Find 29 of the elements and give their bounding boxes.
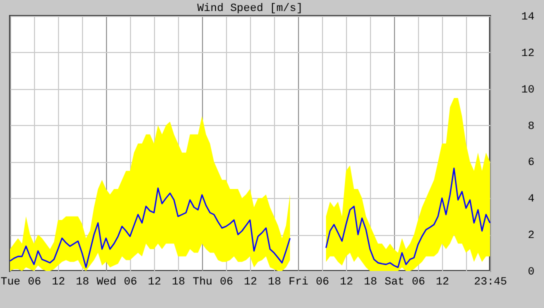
x-tick-label: 12 xyxy=(340,276,354,288)
y-tick-label: 6 xyxy=(528,157,534,170)
x-tick-label: 06 xyxy=(28,276,42,288)
x-tick-label: Sat xyxy=(384,276,404,288)
x-tick-label: Wed xyxy=(96,276,116,288)
x-tick-label: 18 xyxy=(76,276,90,288)
y-tick-label: 8 xyxy=(528,120,534,133)
x-tick-label: 23:45 xyxy=(474,276,508,288)
x-tick-label: 12 xyxy=(52,276,66,288)
x-tick-label: 18 xyxy=(172,276,186,288)
y-tick-label: 0 xyxy=(528,266,534,278)
x-tick-label: 12 xyxy=(148,276,162,288)
x-tick-label: 06 xyxy=(124,276,138,288)
y-tick-label: 10 xyxy=(521,84,534,96)
x-tick-label: 06 xyxy=(412,276,426,288)
x-tick-label: Tue xyxy=(0,276,20,288)
x-tick-label: 12 xyxy=(244,276,258,288)
x-tick-label: Fri xyxy=(288,276,309,288)
x-tick-label: 18 xyxy=(364,276,378,288)
y-tick-label: 4 xyxy=(528,194,535,206)
x-tick-label: 06 xyxy=(316,276,330,288)
y-tick-label: 2 xyxy=(528,230,534,242)
x-tick-label: 06 xyxy=(220,276,234,288)
x-tick-label: 12 xyxy=(436,276,450,288)
y-tick-label: 12 xyxy=(521,48,534,60)
x-tick-label: 18 xyxy=(268,276,282,288)
chart-title: Wind Speed [m/s] xyxy=(197,3,303,15)
y-tick-label: 14 xyxy=(521,12,535,24)
x-tick-label: Thu xyxy=(192,276,212,288)
